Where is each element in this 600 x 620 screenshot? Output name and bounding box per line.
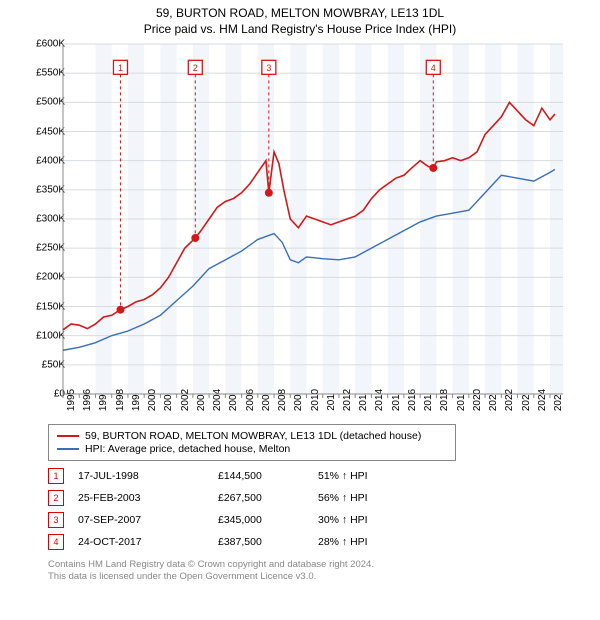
event-date: 24-OCT-2017 bbox=[78, 536, 218, 548]
chart-title-sub: Price paid vs. HM Land Registry's House … bbox=[0, 22, 600, 36]
event-delta: 51% ↑ HPI bbox=[318, 470, 438, 482]
event-date: 17-JUL-1998 bbox=[78, 470, 218, 482]
event-marker-icon: 3 bbox=[48, 512, 64, 528]
event-marker-icon: 4 bbox=[48, 534, 64, 550]
events-table: 1 17-JUL-1998£144,50051% ↑ HPI 2 25-FEB-200… bbox=[48, 465, 600, 553]
event-row: 4 24-OCT-2017£387,50028% ↑ HPI bbox=[48, 531, 600, 553]
y-tick-label: £550K bbox=[36, 68, 65, 79]
legend-row: HPI: Average price, detached house, Melt… bbox=[57, 443, 447, 455]
event-delta: 56% ↑ HPI bbox=[318, 492, 438, 504]
y-tick-label: £400K bbox=[36, 155, 65, 166]
legend-label: 59, BURTON ROAD, MELTON MOWBRAY, LE13 1D… bbox=[85, 430, 421, 442]
footer-attribution: Contains HM Land Registry data © Crown c… bbox=[48, 559, 600, 584]
y-tick-label: £300K bbox=[36, 214, 65, 225]
event-row: 2 25-FEB-2003£267,50056% ↑ HPI bbox=[48, 487, 600, 509]
y-tick-label: £500K bbox=[36, 97, 65, 108]
y-tick-label: £250K bbox=[36, 243, 65, 254]
y-tick-label: £450K bbox=[36, 126, 65, 137]
event-price: £345,000 bbox=[218, 514, 318, 526]
chart-plot: 1 2 3 4 bbox=[63, 44, 563, 394]
y-tick-label: £50K bbox=[42, 359, 65, 370]
y-tick-label: £350K bbox=[36, 184, 65, 195]
event-marker-icon: 1 bbox=[48, 468, 64, 484]
y-tick-label: £150K bbox=[36, 301, 65, 312]
event-delta: 30% ↑ HPI bbox=[318, 514, 438, 526]
y-tick-label: £200K bbox=[36, 272, 65, 283]
event-price: £267,500 bbox=[218, 492, 318, 504]
legend-label: HPI: Average price, detached house, Melt… bbox=[85, 443, 290, 455]
svg-text:4: 4 bbox=[431, 63, 436, 73]
event-row: 3 07-SEP-2007£345,00030% ↑ HPI bbox=[48, 509, 600, 531]
y-tick-label: £600K bbox=[36, 39, 65, 50]
legend-swatch bbox=[57, 435, 79, 437]
chart-area: £0£50K£100K£150K£200K£250K£300K£350K£400… bbox=[35, 38, 595, 418]
chart-title-address: 59, BURTON ROAD, MELTON MOWBRAY, LE13 1D… bbox=[0, 6, 600, 20]
footer-line-2: This data is licensed under the Open Gov… bbox=[48, 571, 600, 583]
svg-text:2: 2 bbox=[193, 63, 198, 73]
event-date: 07-SEP-2007 bbox=[78, 514, 218, 526]
event-price: £144,500 bbox=[218, 470, 318, 482]
y-tick-label: £100K bbox=[36, 330, 65, 341]
event-marker-icon: 2 bbox=[48, 490, 64, 506]
event-row: 1 17-JUL-1998£144,50051% ↑ HPI bbox=[48, 465, 600, 487]
event-delta: 28% ↑ HPI bbox=[318, 536, 438, 548]
legend-row: 59, BURTON ROAD, MELTON MOWBRAY, LE13 1D… bbox=[57, 430, 447, 442]
footer-line-1: Contains HM Land Registry data © Crown c… bbox=[48, 559, 600, 571]
svg-text:3: 3 bbox=[266, 63, 271, 73]
event-date: 25-FEB-2003 bbox=[78, 492, 218, 504]
legend: 59, BURTON ROAD, MELTON MOWBRAY, LE13 1D… bbox=[48, 424, 456, 461]
legend-swatch bbox=[57, 448, 79, 450]
event-price: £387,500 bbox=[218, 536, 318, 548]
svg-text:1: 1 bbox=[118, 63, 123, 73]
